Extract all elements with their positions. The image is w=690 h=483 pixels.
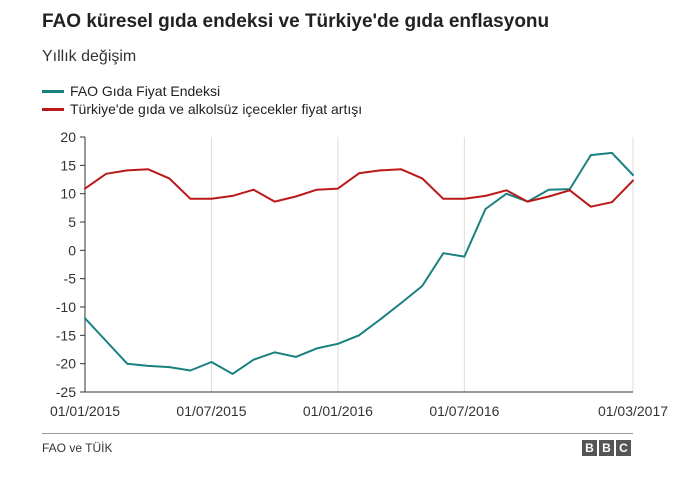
data-point-fao [421,285,424,287]
series-layer [84,151,634,375]
legend-label-turkey: Türkiye'de gıda ve alkolsüz içecekler fi… [70,101,363,117]
footer-divider [42,433,633,434]
bbc-logo-block: B [582,440,597,456]
data-point-fao [273,351,276,354]
y-tick-label: -5 [64,271,77,287]
data-point-turkey [147,168,149,171]
data-point-turkey [210,198,213,200]
bbc-logo-block: B [599,440,614,456]
x-tick-label: 01/07/2016 [429,403,499,419]
data-point-turkey [379,169,381,172]
data-point-turkey [569,189,571,192]
y-tick-label: 15 [60,157,76,173]
data-point-turkey [484,195,487,197]
data-point-fao [295,356,297,358]
bbc-logo: B B C [582,440,631,456]
series-line-fao [84,151,634,375]
data-point-fao [505,192,508,195]
legend-swatch-turkey [42,107,64,111]
data-point-turkey [252,188,255,191]
series-line-turkey [84,168,634,208]
data-point-turkey [526,200,529,203]
y-tick-label: -20 [56,356,76,372]
x-tick-label: 01/01/2016 [303,403,373,419]
y-tick-label: -25 [56,384,76,400]
data-point-turkey [105,173,107,175]
data-point-turkey [168,177,171,180]
data-point-fao [252,358,255,361]
data-point-fao [358,334,360,337]
data-point-fao [189,369,192,372]
y-tick-label: 5 [68,214,76,230]
data-point-turkey [84,187,86,190]
data-point-turkey [505,189,508,192]
data-point-fao [168,366,171,368]
data-point-fao [337,343,339,345]
data-point-turkey [590,205,592,208]
data-point-turkey [273,200,276,203]
data-point-turkey [632,179,634,182]
data-point-fao [105,340,107,342]
data-point-turkey [421,177,424,180]
legend-label-fao: FAO Gıda Fiyat Endeksi [70,83,221,99]
data-point-turkey [316,188,318,191]
data-point-fao [379,318,381,321]
data-point-turkey [400,168,403,171]
legend: FAO Gıda Fiyat Endeksi Türkiye'de gıda v… [42,82,362,118]
data-point-turkey [337,187,339,190]
data-point-fao [84,317,86,320]
data-point-fao [547,188,550,191]
y-tick-label: 10 [60,186,76,202]
label-layer: 01/01/2015 01/07/2015 01/01/2016 01/07/2016… [50,129,668,419]
chart-title: FAO küresel gıda endeksi ve Türkiye'de g… [42,11,550,32]
data-point-turkey [463,198,466,200]
data-point-turkey [126,169,128,172]
data-point-fao [590,154,592,156]
data-point-fao [126,362,128,365]
data-point-turkey [295,195,297,198]
bbc-logo-block: C [616,440,631,456]
data-point-fao [632,174,634,176]
x-tick-label: 01/01/2015 [50,403,120,419]
data-point-fao [484,208,487,210]
legend-item-fao: FAO Gıda Fiyat Endeksi [42,82,362,100]
data-point-turkey [611,201,613,203]
y-tick-label: -10 [56,299,76,315]
source-note: FAO ve TÜİK [42,441,113,455]
x-tick-label: 01/03/2017 [598,403,668,419]
data-point-fao [316,347,318,350]
y-tick-label: 0 [68,242,76,258]
data-point-fao [147,365,149,367]
axis-layer [80,136,633,393]
data-point-fao [231,373,234,375]
data-point-turkey [189,198,192,200]
legend-item-turkey: Türkiye'de gıda ve alkolsüz içecekler fi… [42,100,362,118]
y-tick-label: 20 [60,129,76,145]
grid-layer [84,137,634,392]
data-point-fao [442,252,445,254]
data-point-turkey [231,195,234,197]
chart-subtitle: Yıllık değişim [42,48,137,65]
legend-swatch-fao [42,89,64,93]
data-point-turkey [358,172,360,175]
data-point-fao [210,361,213,363]
data-point-fao [400,302,403,304]
y-tick-label: -15 [56,327,76,343]
data-point-turkey [442,198,445,200]
x-tick-label: 01/07/2015 [176,403,246,419]
data-point-fao [463,255,466,258]
data-point-turkey [547,195,550,198]
data-point-fao [611,152,613,154]
